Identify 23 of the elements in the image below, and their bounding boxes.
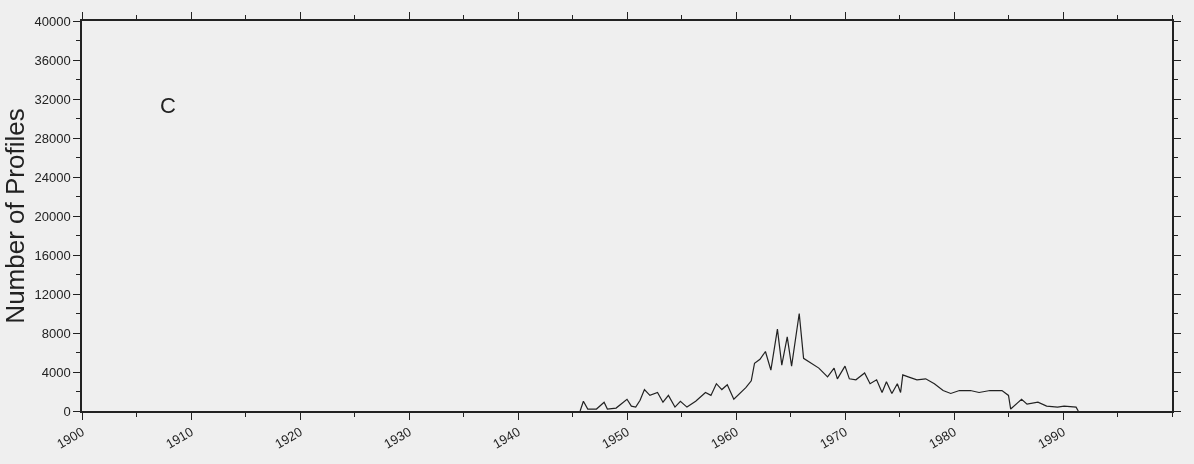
y-tick-label: 12000 [34,286,71,302]
y-tick-label: 24000 [34,169,71,185]
x-tick-label: 1980 [926,424,959,452]
y-tick-label: 0 [63,403,71,419]
x-tick-label: 1920 [272,424,305,452]
x-tick-label: 1990 [1035,424,1068,452]
y-tick-label: 32000 [34,91,71,107]
y-tick-label: 28000 [34,130,71,146]
x-tick-label: 1940 [490,424,523,452]
x-tick-label: 1900 [54,424,87,452]
x-tick-label: 1970 [817,424,850,452]
y-tick-label: 40000 [34,13,71,29]
y-tick-label: 4000 [41,364,71,380]
y-tick-label: 8000 [41,325,71,341]
y-tick-label: 16000 [34,247,71,263]
y-axis-title: Number of Profiles [0,108,30,324]
annotation: C [160,93,176,118]
y-tick-label: 36000 [34,52,71,68]
x-tick-label: 1960 [708,424,741,452]
x-tick-label: 1950 [599,424,632,452]
x-tick-label: 1930 [381,424,414,452]
x-tick-label: 1910 [163,424,196,452]
y-tick-label: 20000 [34,208,71,224]
